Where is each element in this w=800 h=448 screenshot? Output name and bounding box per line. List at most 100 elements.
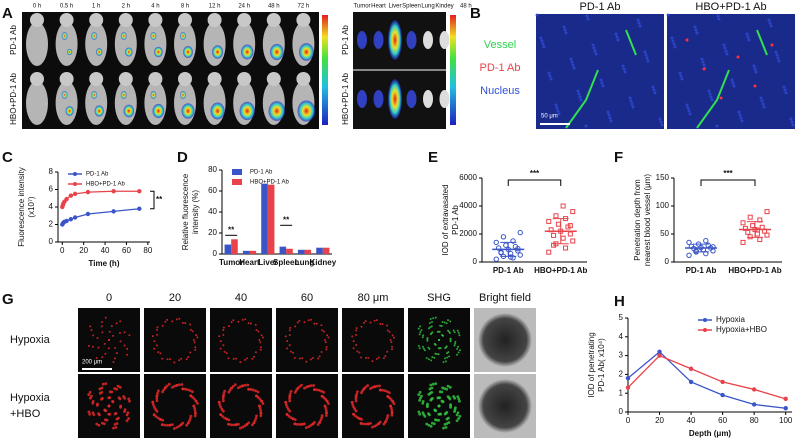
nucleus [542, 45, 546, 49]
signal [440, 334, 443, 337]
signal [422, 347, 425, 350]
signal [434, 352, 437, 355]
signal [457, 331, 460, 334]
signal [193, 406, 197, 410]
point [72, 215, 78, 220]
y-tick-label: 0 [213, 249, 218, 258]
signal [98, 387, 102, 391]
nucleus [540, 39, 544, 43]
signal [362, 387, 366, 391]
legend-label: HBO+PD-1 Ab [86, 182, 126, 188]
signal [261, 402, 265, 405]
point [510, 238, 516, 244]
signal [456, 347, 459, 350]
nucleus [760, 99, 764, 103]
signal [195, 334, 198, 337]
x-label: Time (h) [89, 259, 120, 268]
signal [223, 416, 227, 420]
signal [284, 335, 287, 338]
mouse-head [207, 72, 222, 86]
point [745, 229, 751, 235]
signal [222, 326, 225, 329]
signal [457, 351, 460, 354]
nucleus [548, 74, 552, 78]
signal [353, 407, 357, 411]
signal [325, 411, 328, 415]
signal [324, 339, 326, 341]
point [567, 223, 573, 229]
signal [123, 331, 126, 334]
nucleus [569, 57, 573, 61]
mouse-head [266, 72, 281, 86]
nucleus [686, 106, 690, 110]
signal [179, 423, 183, 427]
signal [429, 318, 432, 321]
nucleus [679, 74, 683, 78]
signal [350, 401, 354, 404]
nucleus [790, 120, 794, 124]
signal [257, 330, 260, 333]
signal [367, 356, 370, 359]
signal [320, 389, 323, 393]
signal [192, 339, 195, 341]
signal [175, 318, 178, 321]
nucleus [740, 119, 744, 123]
signal [364, 385, 368, 389]
signal [434, 382, 438, 386]
panel-letter: G [2, 291, 14, 308]
y-tick-label: 100 [656, 201, 670, 210]
signal [161, 418, 165, 422]
signal [389, 398, 393, 401]
signal [373, 319, 376, 322]
series-line [627, 350, 786, 409]
signal [430, 321, 433, 324]
signal [259, 346, 262, 349]
signal [107, 347, 110, 350]
x-tick-label: Lung [295, 258, 315, 267]
signal [442, 426, 445, 430]
legend-label: HBO+PD-1 Ab [250, 180, 290, 186]
signal [355, 327, 358, 330]
nucleus [535, 13, 539, 17]
nucleus [609, 119, 613, 123]
legend-label: Vessel [484, 39, 516, 51]
signal [90, 329, 93, 332]
mouse [55, 81, 78, 125]
organ-label: Heart [371, 4, 386, 10]
signal [154, 46, 163, 58]
signal [458, 414, 462, 418]
nucleus [594, 52, 598, 56]
signal [377, 422, 381, 425]
nucleus [777, 59, 781, 63]
organ-label: Tumor [353, 4, 370, 10]
nucleus [776, 56, 780, 60]
x-tick-label: 20 [655, 416, 664, 425]
signal [217, 400, 221, 404]
signal [244, 358, 247, 361]
signal [125, 419, 129, 423]
nucleus [672, 42, 676, 46]
organ-label: Spleen [402, 4, 421, 10]
signal [440, 325, 443, 328]
signal [315, 322, 318, 325]
x-tick-label: PD-1 Ab [493, 266, 524, 275]
signal [322, 390, 326, 394]
signal [173, 384, 176, 388]
signal [192, 404, 196, 408]
signal [230, 386, 233, 390]
signal [321, 329, 324, 332]
signal [67, 48, 73, 56]
x-tick-label: 60 [122, 246, 131, 255]
sd-bar [747, 221, 763, 238]
signal [305, 385, 308, 389]
signal [166, 423, 169, 427]
signal [233, 383, 237, 387]
signal [227, 390, 231, 394]
nucleus [556, 109, 560, 113]
signal [237, 320, 240, 323]
signal [418, 333, 421, 336]
signal [289, 390, 293, 393]
mouse-head [30, 13, 44, 27]
signal [251, 357, 254, 360]
signal [366, 422, 370, 426]
